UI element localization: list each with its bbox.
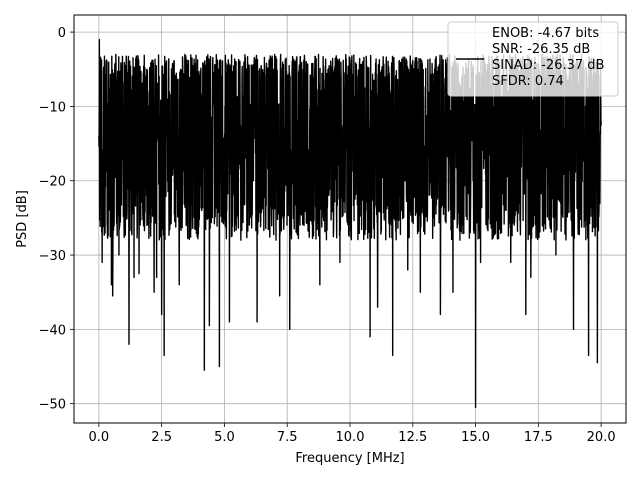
legend-entry: SNR: -26.35 dB	[492, 42, 590, 57]
y-tick-label: −10	[39, 100, 66, 115]
x-axis-label: Frequency [MHz]	[295, 451, 404, 466]
x-tick-label: 15.0	[461, 430, 490, 445]
psd-trace	[98, 38, 602, 409]
x-tick-label: 7.5	[277, 430, 298, 445]
legend-box	[447, 21, 619, 97]
y-tick-label: −50	[39, 398, 66, 413]
psd-trace-layer	[98, 38, 602, 409]
legend-entry: SFDR: 0.74	[492, 74, 564, 89]
x-tick-label: 17.5	[524, 430, 553, 445]
x-tick-label: 20.0	[587, 430, 616, 445]
y-tick-label: 0	[58, 26, 66, 41]
y-axis-ticks: 0 −10 −20 −30 −40 −50	[39, 26, 74, 413]
y-axis-label: PSD [dB]	[15, 190, 30, 248]
y-tick-label: −20	[39, 175, 66, 190]
legend-entry: ENOB: -4.67 bits	[492, 26, 599, 41]
x-tick-label: 0.0	[89, 430, 110, 445]
x-tick-label: 12.5	[398, 430, 427, 445]
x-axis-ticks: 0.0 2.5 5.0 7.5 10.0 12.5 15.0 17.5 20.0	[89, 423, 616, 445]
x-tick-label: 5.0	[214, 430, 235, 445]
y-tick-label: −30	[39, 249, 66, 264]
legend-entry: SINAD: -26.37 dB	[492, 58, 604, 73]
y-tick-label: −40	[39, 323, 66, 338]
x-tick-label: 10.0	[336, 430, 365, 445]
x-tick-label: 2.5	[151, 430, 172, 445]
